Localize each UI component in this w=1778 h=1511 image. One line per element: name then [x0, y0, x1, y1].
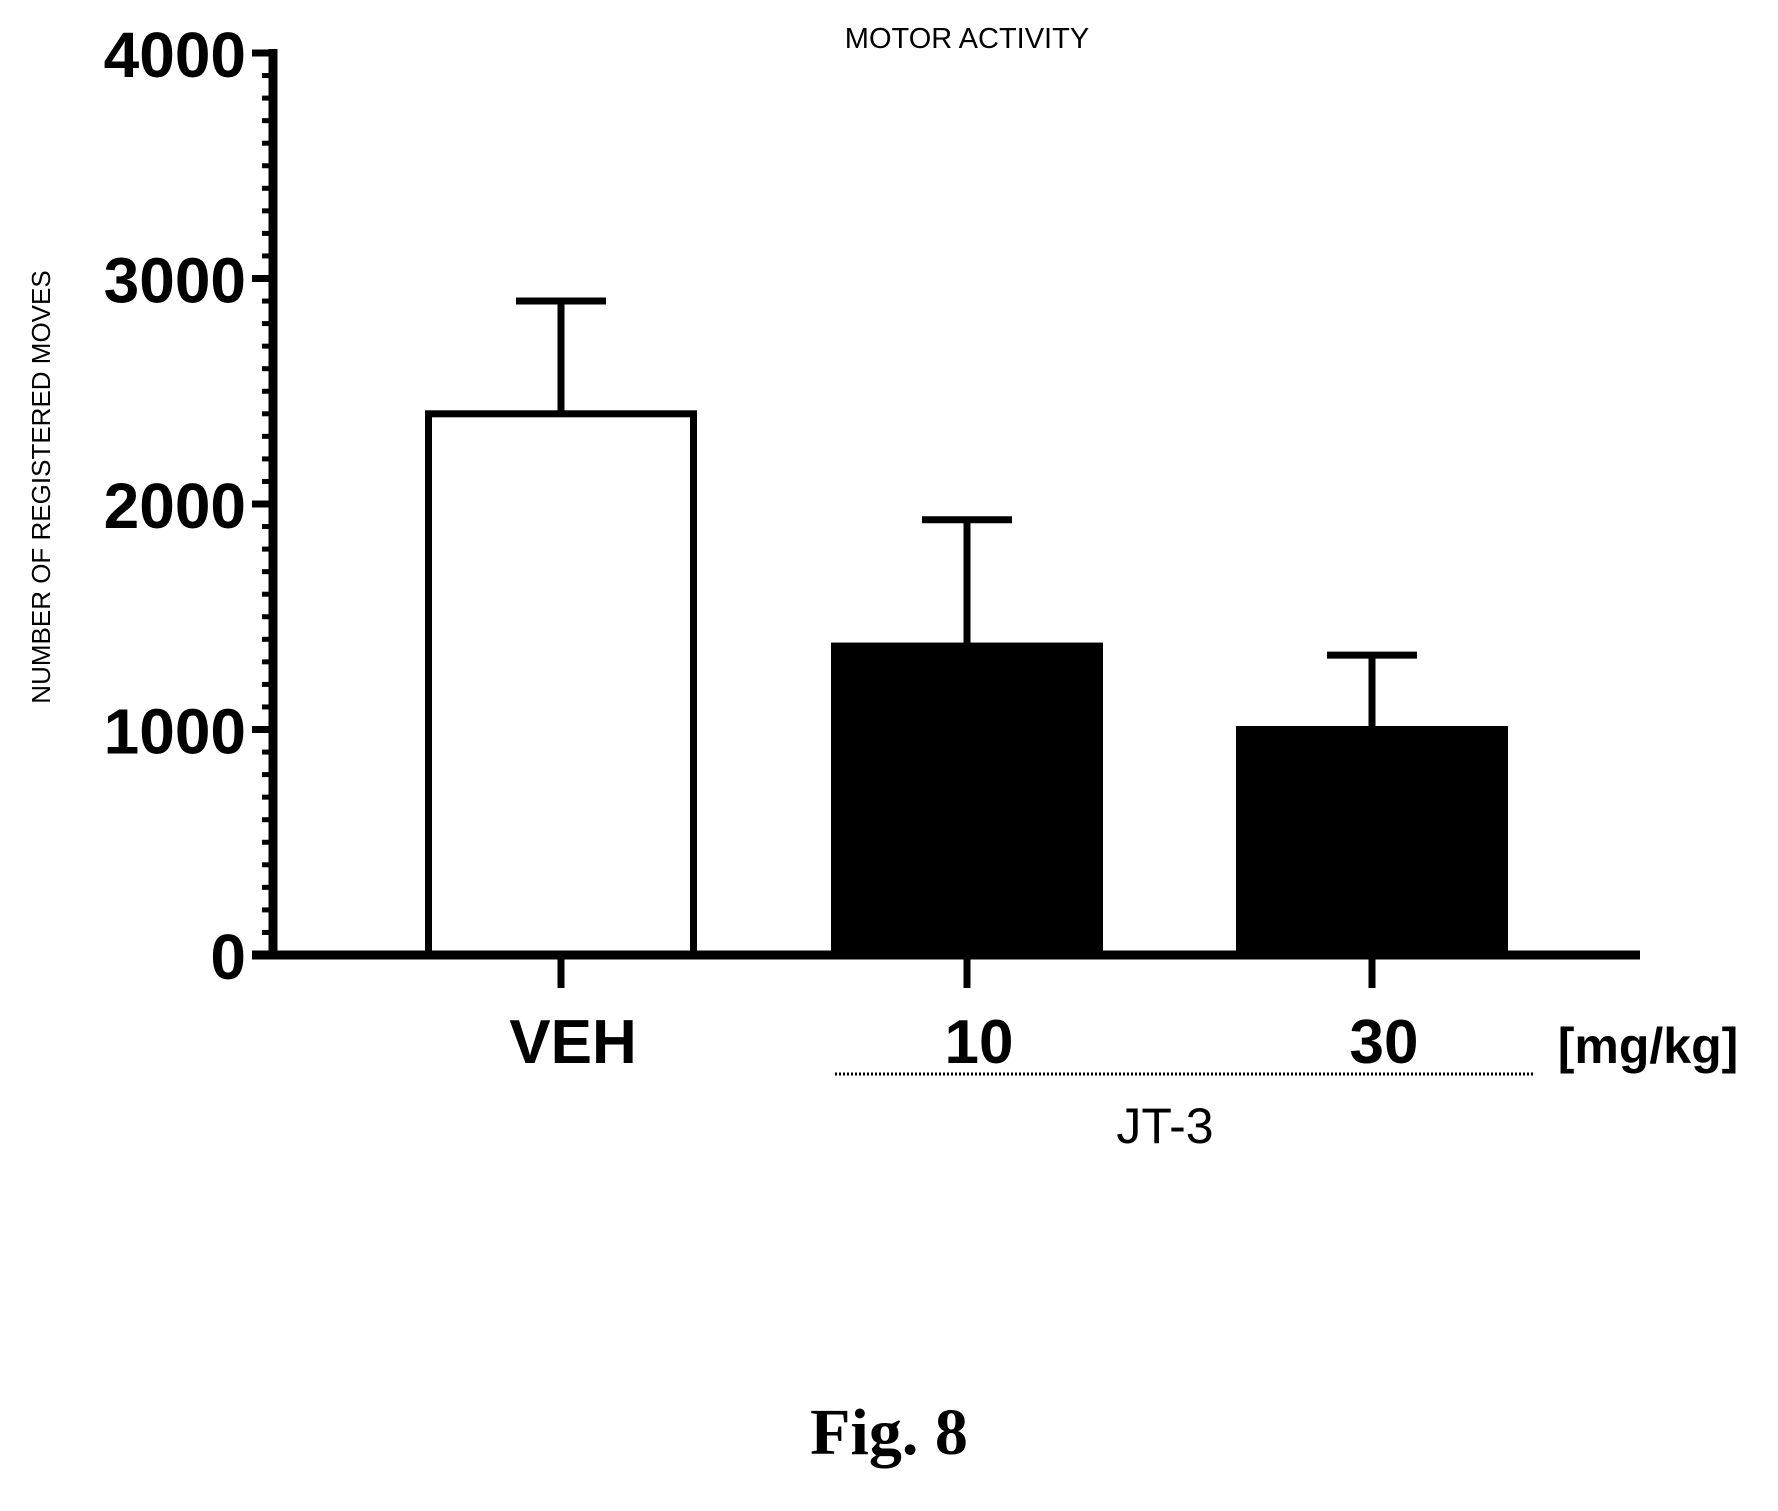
bar-30 — [1236, 726, 1508, 959]
y-tick-label: 2000 — [104, 470, 246, 542]
x-tick-label: 10 — [945, 1008, 1014, 1077]
unit-label: [mg/kg] — [1558, 1018, 1739, 1074]
bar-10 — [831, 642, 1103, 959]
group-label: JT-3 — [1116, 1098, 1213, 1154]
y-axis-ticks: 0 1000 2000 3000 4000 — [104, 19, 273, 993]
bar-VEH — [425, 410, 697, 959]
y-axis-label: NUMBER OF REGISTERED MOVES — [26, 270, 56, 703]
bars — [425, 297, 1508, 959]
y-tick-label: 3000 — [104, 245, 246, 317]
y-tick-label: 1000 — [104, 696, 246, 768]
y-tick-label: 4000 — [104, 19, 246, 91]
x-tick-label: VEH — [509, 1008, 636, 1077]
y-tick-label: 0 — [210, 921, 246, 993]
x-axis-labels: VEH 10 30 — [509, 955, 1418, 1077]
figure-caption: Fig. 8 — [810, 1396, 968, 1469]
x-tick-label: 30 — [1350, 1008, 1419, 1077]
chart-title: MOTOR ACTIVITY — [845, 23, 1089, 55]
